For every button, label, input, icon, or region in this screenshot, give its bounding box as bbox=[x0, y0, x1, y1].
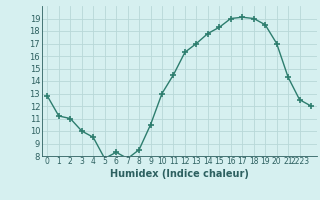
X-axis label: Humidex (Indice chaleur): Humidex (Indice chaleur) bbox=[110, 169, 249, 179]
